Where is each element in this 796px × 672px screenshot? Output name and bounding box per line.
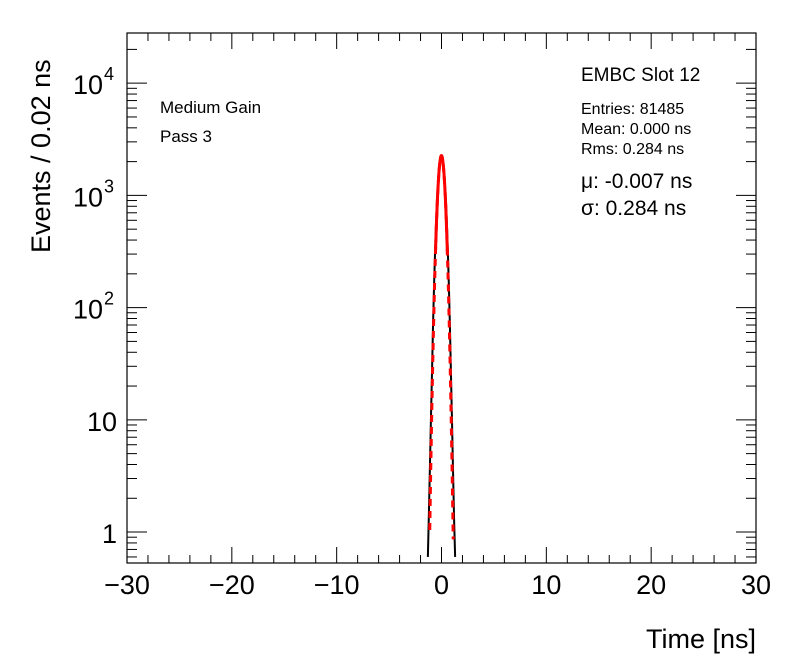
x-tick-label: 10 — [531, 570, 561, 600]
fit-curve-dashed — [428, 154, 455, 540]
y-tick-exponent: 4 — [104, 64, 114, 84]
y-tick-label: 1 — [102, 519, 117, 549]
y-tick-exponent: 3 — [104, 176, 114, 196]
fit-mu: μ: -0.007 ns — [581, 170, 692, 193]
x-axis-label: Time [ns] — [646, 624, 756, 654]
y-tick-label: 10 — [73, 70, 103, 100]
x-tick-label: −10 — [314, 570, 360, 600]
entries-stat: Entries: 81485 — [581, 101, 684, 118]
x-tick-label: 30 — [741, 570, 771, 600]
mean-stat: Mean: 0.000 ns — [581, 121, 691, 138]
x-axis-ticks: −30 −20 −10 0 10 20 30 — [104, 33, 771, 600]
y-axis-label: Events / 0.02 ns — [26, 59, 56, 253]
pass-label: Pass 3 — [160, 127, 212, 146]
slot-title: EMBC Slot 12 — [581, 65, 700, 86]
series-layer — [426, 154, 457, 557]
x-tick-label: 0 — [434, 570, 449, 600]
x-tick-label: −30 — [104, 570, 150, 600]
fit-sigma: σ: 0.284 ns — [581, 197, 686, 220]
y-tick-label: 10 — [73, 182, 103, 212]
gain-label: Medium Gain — [160, 98, 261, 117]
y-tick-exponent: 2 — [104, 289, 114, 309]
y-tick-label: 10 — [87, 407, 117, 437]
y-tick-label: 10 — [73, 295, 103, 325]
x-tick-label: 20 — [636, 570, 666, 600]
x-tick-label: −20 — [209, 570, 255, 600]
rms-stat: Rms: 0.284 ns — [581, 141, 684, 158]
fit-curve — [433, 154, 449, 255]
